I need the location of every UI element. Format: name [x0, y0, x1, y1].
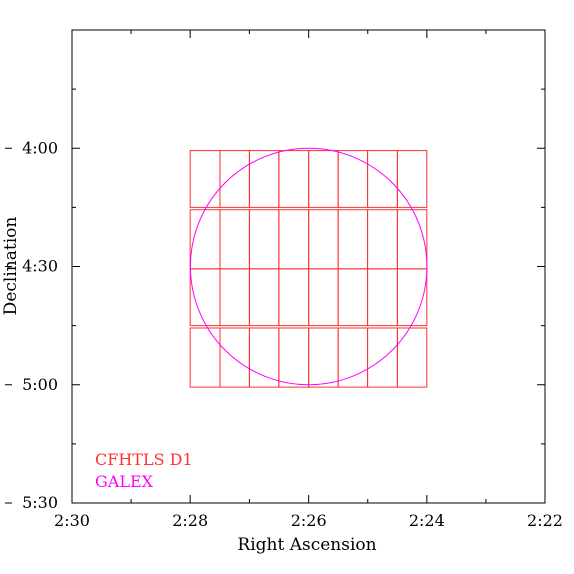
cfhtls-field-rect: [337, 327, 369, 388]
cfhtls-field-rect: [396, 327, 428, 388]
y-axis-label: Declination: [1, 217, 21, 316]
cfhtls-field-rect: [308, 150, 339, 208]
cfhtls-field-rect: [337, 209, 369, 270]
cfhtls-field-rect: [396, 209, 428, 270]
cfhtls-field-rect: [219, 327, 250, 388]
legend-entry-galex: GALEX: [95, 472, 154, 491]
y-tick-labels: 4:00 4:30 5:00 5:30: [5, 138, 58, 512]
cfhtls-field-rect: [189, 150, 221, 208]
cfhtls-field-rect: [278, 268, 310, 327]
cfhtls-field-rect: [396, 268, 428, 327]
x-tick-labels: 2:30 2:28 2:26 2:24 2:22: [54, 511, 563, 530]
cfhtls-field-rect: [367, 209, 398, 270]
cfhtls-field-rect: [219, 268, 250, 327]
x-axis-label: Right Ascension: [237, 535, 376, 555]
cfhtls-field-rect: [278, 209, 310, 270]
cfhtls-field-rect: [367, 327, 398, 388]
x-tick-label: 2:22: [527, 511, 563, 530]
y-tick-label: 5:00: [22, 375, 58, 394]
axis-ticks: [71, 30, 546, 504]
y-tick-label: 5:30: [22, 493, 58, 512]
galex-circle: [189, 147, 428, 386]
cfhtls-field-rect: [219, 209, 250, 270]
cfhtls-field-rect: [189, 327, 221, 388]
cfhtls-field-rect: [278, 327, 310, 388]
cfhtls-field-rect: [337, 150, 369, 208]
cfhtls-field-rect: [248, 268, 280, 327]
legend-entry-cfhtls: CFHTLS D1: [95, 450, 193, 469]
legend: CFHTLS D1 GALEX: [95, 450, 193, 491]
cfhtls-field-rect: [308, 268, 339, 327]
x-tick-label: 2:28: [172, 511, 208, 530]
cfhtls-field-rect: [278, 150, 310, 208]
x-tick-label: 2:30: [54, 511, 90, 530]
cfhtls-field-rect: [248, 150, 280, 208]
cfhtls-field-rect: [248, 327, 280, 388]
x-tick-label: 2:24: [409, 511, 445, 530]
cfhtls-field-rect: [396, 150, 428, 208]
y-tick-label: 4:00: [22, 138, 58, 157]
cfhtls-field-rect: [248, 209, 280, 270]
cfhtls-field-rect: [308, 209, 339, 270]
cfhtls-field-rect: [189, 209, 221, 270]
cfhtls-field-rect: [308, 327, 339, 388]
cfhtls-field-rect: [367, 268, 398, 327]
cfhtls-field-rect: [337, 268, 369, 327]
x-tick-label: 2:26: [291, 511, 327, 530]
cfhtls-field-rect: [219, 150, 250, 208]
y-tick-label: 4:30: [22, 257, 58, 276]
galex-field: [189, 147, 428, 386]
cfhtls-field-rect: [367, 150, 398, 208]
